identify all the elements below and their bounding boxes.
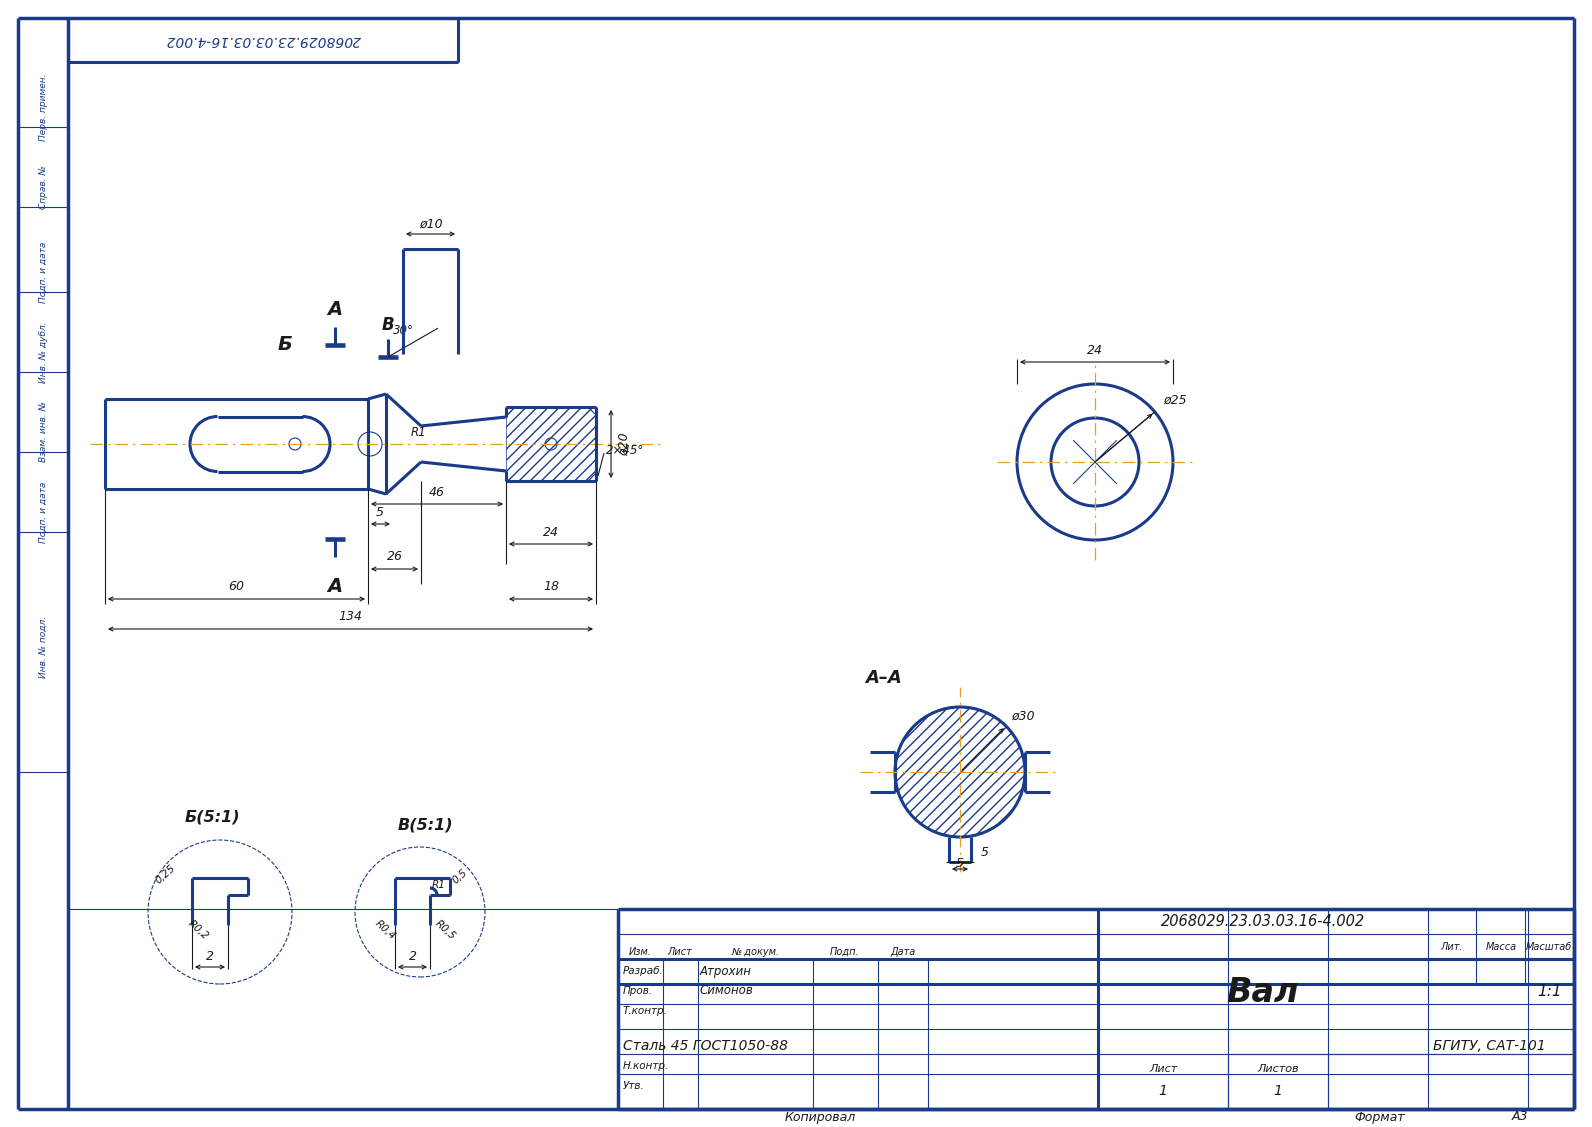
Text: 2×45°: 2×45°	[607, 444, 645, 458]
Bar	[506, 407, 595, 481]
Text: 2: 2	[205, 950, 213, 962]
Text: Разраб.: Разраб.	[622, 966, 664, 976]
Text: 134: 134	[339, 611, 363, 623]
Text: Лист: Лист	[1149, 1064, 1176, 1074]
Text: А–А: А–А	[864, 669, 901, 687]
Text: Дата: Дата	[890, 947, 915, 957]
Text: ø30: ø30	[1011, 710, 1035, 724]
Text: Изм.: Изм.	[629, 947, 651, 957]
Text: Справ. №: Справ. №	[38, 166, 48, 208]
Text: 0,25: 0,25	[153, 862, 177, 886]
Text: 18: 18	[543, 580, 559, 594]
Text: ø25: ø25	[1162, 393, 1186, 407]
Text: Инв. № дубл.: Инв. № дубл.	[38, 321, 48, 383]
Text: 24: 24	[1087, 344, 1103, 356]
Text: Перв. примен.: Перв. примен.	[38, 73, 48, 141]
Text: Масса: Масса	[1485, 942, 1517, 952]
Text: 60: 60	[229, 580, 245, 594]
Text: Вал: Вал	[1227, 976, 1299, 1009]
Text: R0,5: R0,5	[433, 919, 457, 942]
Text: Подп.: Подп.	[829, 947, 860, 957]
Text: 5: 5	[981, 845, 989, 859]
Text: 24: 24	[543, 525, 559, 539]
Text: Н.контр.: Н.контр.	[622, 1061, 669, 1071]
Text: Инв. № подл.: Инв. № подл.	[38, 616, 48, 678]
Text: Б: Б	[277, 335, 293, 354]
Text: Утв.: Утв.	[622, 1081, 645, 1091]
Text: 2068029.23.03.03.16-4.002: 2068029.23.03.03.16-4.002	[166, 33, 361, 47]
Text: Сталь 45 ГОСТ1050-88: Сталь 45 ГОСТ1050-88	[622, 1039, 788, 1053]
Text: А: А	[328, 577, 342, 596]
Text: R1: R1	[431, 880, 446, 890]
Text: Копировал: Копировал	[785, 1110, 855, 1124]
Text: Взам. инв. №: Взам. инв. №	[38, 401, 48, 462]
Text: Лист: Лист	[667, 947, 693, 957]
Text: R0,2: R0,2	[186, 919, 210, 942]
Text: 5: 5	[957, 857, 965, 870]
Text: R0,4: R0,4	[373, 919, 396, 942]
Text: Т.контр.: Т.контр.	[622, 1006, 669, 1017]
Text: 30°: 30°	[393, 325, 414, 337]
Text: БГИТУ, САТ-101: БГИТУ, САТ-101	[1433, 1039, 1546, 1053]
Text: А3: А3	[1512, 1110, 1528, 1124]
Text: Подп. и дата: Подп. и дата	[38, 241, 48, 303]
Text: 2: 2	[409, 950, 417, 962]
Text: 0,5: 0,5	[451, 868, 470, 886]
Text: № докум.: № докум.	[731, 947, 778, 957]
Text: 1: 1	[1274, 1084, 1283, 1098]
Text: 2068029.23.03.03.16-4.002: 2068029.23.03.03.16-4.002	[1161, 914, 1364, 929]
Text: Подп. и дата: Подп. и дата	[38, 481, 48, 543]
Text: Б(5:1): Б(5:1)	[185, 810, 240, 825]
Text: Масштаб: Масштаб	[1525, 942, 1573, 952]
Text: ø20: ø20	[618, 432, 630, 455]
Text: R1: R1	[411, 426, 427, 440]
Text: А: А	[328, 300, 342, 319]
Text: 1: 1	[1159, 1084, 1167, 1098]
Text: В(5:1): В(5:1)	[398, 817, 454, 832]
Text: Пров.: Пров.	[622, 986, 653, 996]
Text: В: В	[382, 316, 395, 334]
Text: Лит.: Лит.	[1441, 942, 1463, 952]
Text: 26: 26	[387, 550, 403, 564]
Text: 5: 5	[376, 506, 384, 518]
Text: Листов: Листов	[1258, 1064, 1299, 1074]
Text: Атрохин: Атрохин	[700, 965, 751, 977]
Text: Симонов: Симонов	[700, 985, 753, 997]
Text: Формат: Формат	[1355, 1110, 1406, 1124]
Text: 46: 46	[428, 486, 446, 498]
Text: ø10: ø10	[419, 218, 443, 231]
Text: 1:1: 1:1	[1538, 985, 1562, 1000]
